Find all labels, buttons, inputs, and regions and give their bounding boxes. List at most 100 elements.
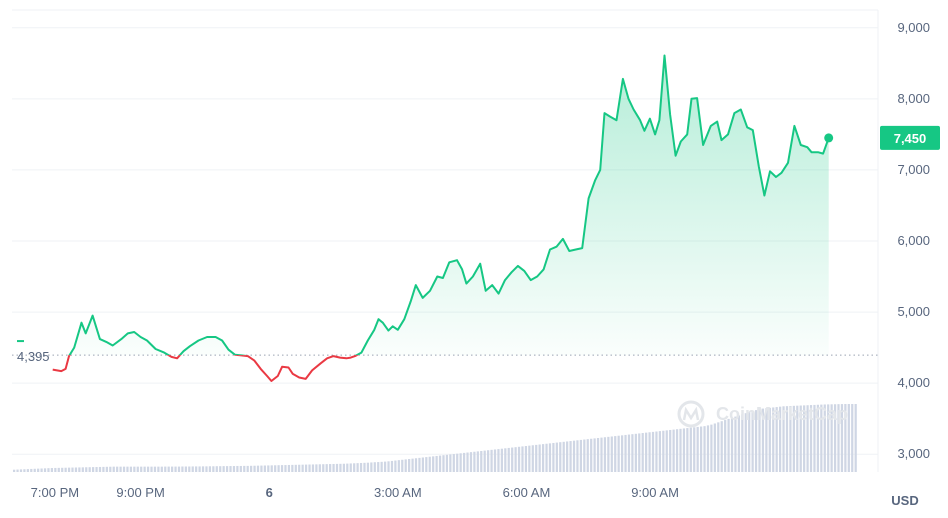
- volume-bar: [620, 435, 624, 472]
- volume-bar: [133, 466, 136, 472]
- volume-bar: [57, 467, 60, 472]
- volume-bar: [462, 452, 466, 472]
- volume-bar: [236, 465, 239, 472]
- x-tick-label: 6: [266, 485, 273, 500]
- volume-bar: [754, 410, 758, 472]
- volume-bar: [586, 439, 589, 472]
- volume-bar: [322, 464, 325, 472]
- volume-bar: [98, 466, 102, 472]
- volume-bar: [552, 442, 555, 472]
- x-tick-label: 7:00 PM: [31, 485, 79, 500]
- volume-bar: [425, 457, 428, 472]
- volume-bar: [346, 463, 349, 472]
- volume-bar: [583, 439, 586, 472]
- volume-bar: [122, 466, 126, 472]
- volume-bar: [246, 465, 249, 472]
- volume-bar: [198, 466, 201, 472]
- volume-bar: [844, 404, 847, 472]
- volume-bar: [476, 451, 479, 472]
- volume-bar: [803, 405, 806, 472]
- volume-bar: [411, 458, 414, 472]
- volume-bar: [593, 438, 596, 472]
- volume-bar: [840, 404, 844, 472]
- volume-bar: [473, 451, 476, 472]
- current-price-label: 7,450: [894, 131, 927, 146]
- volume-bar: [201, 466, 205, 472]
- volume-bar: [263, 465, 266, 472]
- volume-bar: [847, 404, 850, 472]
- volume-bar: [153, 466, 157, 472]
- volume-bar: [531, 445, 534, 472]
- volume-bar: [648, 432, 651, 472]
- volume-bar: [741, 414, 744, 472]
- y-axis: 3,000 4,000 5,000 6,000 7,000 8,000 9,000: [897, 20, 930, 461]
- volume-bar: [689, 427, 692, 472]
- volume-bar: [304, 464, 308, 472]
- volume-bar: [730, 417, 734, 472]
- volume-bar: [92, 467, 95, 472]
- volume-bar: [377, 462, 380, 472]
- volume-bar: [686, 428, 689, 472]
- volume-bar: [160, 466, 163, 472]
- volume-bar: [250, 465, 253, 472]
- volume-bar: [748, 412, 751, 472]
- volume-bar: [315, 464, 318, 472]
- volume-bar: [775, 407, 778, 472]
- volume-bar: [487, 450, 490, 472]
- volume-bar: [212, 466, 215, 472]
- volume-bar: [171, 466, 174, 472]
- volume-bar: [600, 437, 603, 472]
- volume-bar: [308, 464, 311, 472]
- volume-bar: [150, 466, 153, 472]
- volume-bar: [329, 464, 332, 472]
- volume-bar: [823, 404, 826, 472]
- volume-bar: [414, 458, 418, 472]
- coinmarketcap-logo-icon: [677, 400, 705, 428]
- volume-bar: [13, 469, 16, 472]
- volume-bar: [366, 462, 370, 472]
- y-tick-label: 9,000: [897, 20, 930, 35]
- volume-bar: [535, 444, 538, 472]
- volume-bar: [143, 466, 146, 472]
- volume-bar: [833, 404, 837, 472]
- volume-bar: [772, 407, 775, 472]
- y-tick-label: 3,000: [897, 446, 930, 461]
- volume-bar: [225, 466, 229, 472]
- volume-bar: [737, 415, 741, 472]
- volume-bar: [435, 455, 438, 472]
- volume-bar: [445, 454, 449, 472]
- volume-bar: [713, 423, 716, 472]
- volume-bar: [277, 465, 280, 472]
- volume-bar: [380, 461, 383, 472]
- volume-bar: [548, 443, 552, 472]
- volume-bar: [232, 466, 236, 472]
- volume-bar: [469, 452, 473, 472]
- volume-bar: [524, 446, 528, 472]
- volume-bar: [294, 464, 297, 472]
- volume-bar: [816, 404, 820, 472]
- volume-bar: [607, 436, 610, 472]
- volume-bar: [727, 418, 730, 472]
- volume-bar: [50, 468, 54, 472]
- volume-bar: [566, 441, 569, 472]
- volume-bar: [325, 464, 328, 472]
- volume-bar: [466, 452, 469, 472]
- volume-bar: [703, 426, 706, 472]
- volume-bar: [383, 461, 387, 472]
- volume-bar: [260, 465, 263, 472]
- volume-bar: [397, 460, 400, 472]
- volume-bar: [734, 416, 737, 472]
- volume-bar: [504, 448, 507, 472]
- volume-bar: [789, 405, 792, 472]
- y-tick-label: 4,000: [897, 375, 930, 390]
- volume-bar: [806, 405, 809, 472]
- watermark: CoinMarketCap: [716, 404, 848, 424]
- volume-bar: [720, 421, 723, 472]
- volume-bar: [665, 430, 668, 472]
- volume-bar: [219, 466, 222, 472]
- volume-bar: [280, 465, 284, 472]
- y-tick-label: 5,000: [897, 304, 930, 319]
- volume-bars: [13, 404, 857, 472]
- volume-bar: [452, 454, 455, 472]
- volume-bar: [390, 460, 394, 472]
